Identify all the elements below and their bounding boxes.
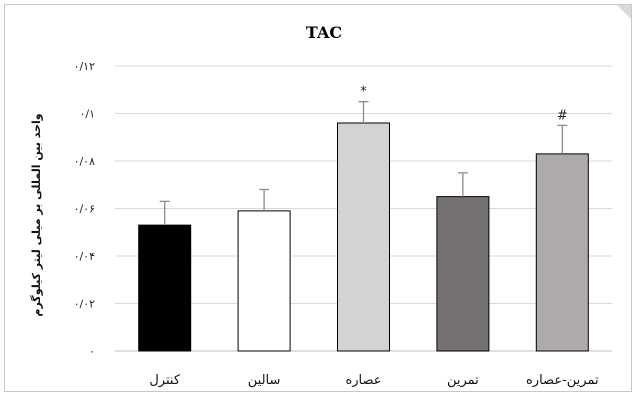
category-label: تمرین (447, 373, 479, 388)
significance-marker: * (360, 85, 367, 100)
bar (535, 153, 589, 352)
error-bars (159, 100, 568, 226)
y-tick-label: ۰/۱۲ (74, 60, 96, 73)
significance-marker: # (557, 108, 568, 123)
annotations: *# (360, 85, 568, 124)
category-label: سالین (248, 373, 281, 388)
bar (337, 122, 390, 352)
chart-title: TAC (306, 23, 342, 42)
y-tick-labels: ۰ ۰/۰۲ ۰/۰۴ ۰/۰۶ ۰/۰۸ ۰/۱ ۰/۱۲ (74, 60, 96, 358)
y-tick-label: ۰/۱ (79, 108, 95, 121)
corner-fold (617, 5, 631, 19)
bar (436, 196, 490, 352)
y-tick-label: ۰/۰۴ (74, 250, 96, 263)
category-label: کنترل (149, 373, 180, 388)
category-labels: کنترل سالین عصاره تمرین تمرین-عصاره (149, 373, 599, 388)
y-tick-label: ۰/۰۶ (74, 203, 95, 216)
chart-frame (4, 4, 632, 392)
bar (138, 224, 192, 352)
category-label: تمرین-عصاره (526, 373, 599, 388)
bars (138, 122, 589, 352)
y-tick-label: ۰/۰۲ (74, 298, 96, 311)
y-axis-label: واحد بین المللی بر میلی لیتر کیلوگرم (30, 113, 43, 316)
bar (237, 210, 291, 352)
y-tick-label: ۰/۰۸ (74, 155, 96, 168)
y-tick-label: ۰ (89, 345, 95, 358)
category-label: عصاره (345, 373, 381, 388)
